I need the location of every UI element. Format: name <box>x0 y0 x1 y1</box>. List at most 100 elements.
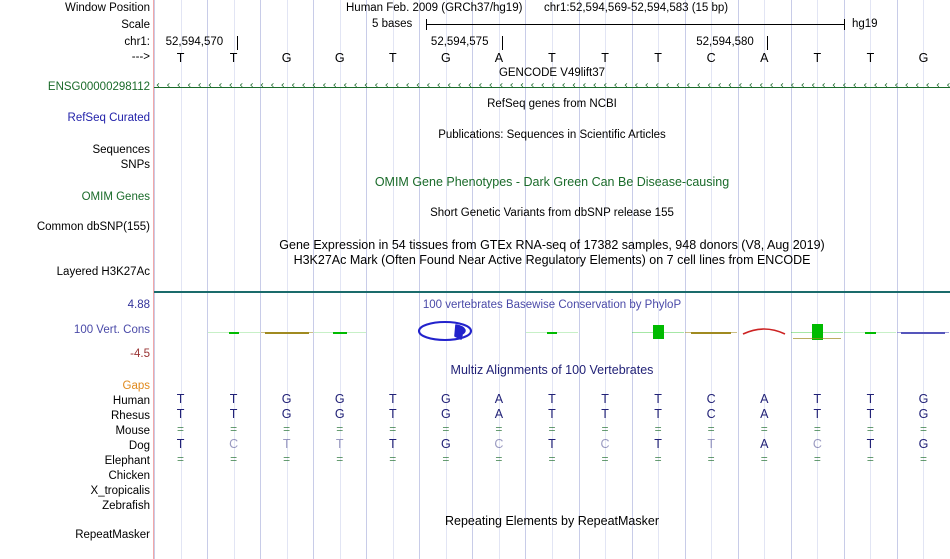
coordinate-ruler: 52,594,570 52,594,575 52,594,580 <box>154 36 950 52</box>
strand-chevron-icon: ‹ <box>530 80 535 91</box>
strand-chevron-icon: ‹ <box>800 80 805 91</box>
label-snps[interactable]: SNPs <box>120 159 150 171</box>
alignment-base: T <box>813 392 822 406</box>
alignment-base: A <box>760 392 769 406</box>
alignment-row[interactable]: = = = = = = = = = = = = = = = <box>154 422 950 436</box>
conservation-bar <box>652 325 664 339</box>
strand-chevron-icon: ‹ <box>270 80 275 91</box>
alignment-base: = <box>707 422 715 436</box>
publications-track-title[interactable]: Publications: Sequences in Scientific Ar… <box>438 129 666 141</box>
label-gencode-gene[interactable]: ENSG00000298112 <box>47 81 150 93</box>
label-strand: ---> <box>131 51 150 63</box>
label-layered-h3k27ac[interactable]: Layered H3K27Ac <box>56 266 150 278</box>
alignment-row[interactable] <box>154 497 950 511</box>
alignment-row[interactable]: = = = = = = = = = = = = = = = <box>154 452 950 466</box>
strand-chevron-icon: ‹ <box>280 80 285 91</box>
label-species-x-tropicalis[interactable]: X_tropicalis <box>90 485 150 497</box>
strand-chevron-icon: ‹ <box>904 80 909 91</box>
label-refseq[interactable]: RefSeq Curated <box>67 112 150 124</box>
reference-base: G <box>918 51 929 65</box>
strand-chevron-icon: ‹ <box>717 80 722 91</box>
conservation-track-separator <box>154 291 950 293</box>
track-label-gutter: Window Position Scale chr1: ---> ENSG000… <box>0 0 154 559</box>
track-data-panel[interactable]: Human Feb. 2009 (GRCh37/hg19) chr1:52,59… <box>154 0 950 559</box>
strand-chevron-icon: ‹ <box>551 80 556 91</box>
alignment-base: T <box>176 407 185 421</box>
strand-chevron-icon: ‹ <box>197 80 202 91</box>
strand-chevron-icon: ‹ <box>863 80 868 91</box>
strand-chevron-icon: ‹ <box>655 80 660 91</box>
label-species-dog[interactable]: Dog <box>128 440 150 452</box>
label-sequences[interactable]: Sequences <box>92 144 150 156</box>
conservation-mark <box>691 332 732 334</box>
conservation-plot[interactable] <box>154 310 950 354</box>
reference-base: T <box>229 51 238 65</box>
alignment-base: G <box>334 392 345 406</box>
alignment-base: T <box>707 437 715 451</box>
position-range: chr1:52,594,569-52,594,583 (15 bp) <box>544 2 729 14</box>
alignment-base: T <box>176 437 185 451</box>
alignment-base: C <box>229 437 239 451</box>
dbsnp-track-title[interactable]: Short Genetic Variants from dbSNP releas… <box>430 207 674 219</box>
strand-chevron-icon: ‹ <box>540 80 545 91</box>
repeatmasker-track-title[interactable]: Repeating Elements by RepeatMasker <box>444 514 659 528</box>
label-chrom: chr1: <box>124 36 150 48</box>
label-gaps[interactable]: Gaps <box>122 380 151 392</box>
strand-chevron-icon: ‹ <box>488 80 493 91</box>
conservation-track-title[interactable]: 100 vertebrates Basewise Conservation by… <box>422 299 682 311</box>
gtex-track-title[interactable]: Gene Expression in 54 tissues from GTEx … <box>279 238 825 252</box>
label-species-chicken[interactable]: Chicken <box>108 470 150 482</box>
strand-chevron-icon: ‹ <box>873 80 878 91</box>
strand-chevron-icon: ‹ <box>676 80 680 91</box>
alignment-base: T <box>866 407 875 421</box>
h3k27ac-track-title[interactable]: H3K27Ac Mark (Often Found Near Active Re… <box>293 253 811 267</box>
gencode-track-title[interactable]: GENCODE V49lift37 <box>498 67 606 79</box>
label-species-zebrafish[interactable]: Zebrafish <box>102 500 150 512</box>
strand-chevron-icon: ‹ <box>426 80 431 91</box>
strand-chevron-icon: ‹ <box>707 80 712 91</box>
label-common-dbsnp[interactable]: Common dbSNP(155) <box>36 221 150 233</box>
alignment-base: T <box>654 392 662 406</box>
alignment-base: T <box>388 437 397 451</box>
alignment-base: = <box>389 422 397 436</box>
gencode-gene-line[interactable] <box>154 87 950 88</box>
label-species-elephant[interactable]: Elephant <box>104 455 150 467</box>
label-window-position: Window Position <box>64 2 150 14</box>
label-repeatmasker[interactable]: RepeatMasker <box>75 529 150 541</box>
label-100-vert-cons[interactable]: 100 Vert. Cons <box>73 324 150 336</box>
alignment-base: T <box>548 407 556 421</box>
strand-chevron-icon: ‹ <box>603 80 608 91</box>
alignment-base: = <box>654 452 662 466</box>
strand-chevron-icon: ‹ <box>613 80 618 91</box>
label-species-human[interactable]: Human <box>112 395 150 407</box>
strand-chevron-icon: ‹ <box>364 80 368 91</box>
multiz-track-title[interactable]: Multiz Alignments of 100 Vertebrates <box>450 363 654 377</box>
alignment-base: = <box>813 452 821 466</box>
refseq-track-title[interactable]: RefSeq genes from NCBI <box>487 98 617 110</box>
multiz-alignment-rows[interactable]: T T G G T G A T T T C A T T G T T G G T G A T T T C A T T G = = = = = = = = = =… <box>154 392 950 516</box>
scale-bar-right-cap <box>844 19 845 30</box>
alignment-base: = <box>442 452 450 466</box>
alignment-base: = <box>442 422 450 436</box>
alignment-row[interactable] <box>154 482 950 496</box>
strand-chevron-icon: ‹ <box>769 80 774 91</box>
strand-chevron-icon: ‹ <box>821 80 826 91</box>
alignment-base: G <box>918 407 929 421</box>
alignment-base: = <box>919 452 927 466</box>
omim-track-title[interactable]: OMIM Gene Phenotypes - Dark Green Can Be… <box>374 175 730 189</box>
alignment-base: G <box>281 407 292 421</box>
strand-chevron-icon: ‹ <box>436 80 441 91</box>
alignment-base: A <box>760 407 769 421</box>
label-omim-genes[interactable]: OMIM Genes <box>81 191 150 203</box>
reference-base: T <box>388 51 397 65</box>
alignment-base: = <box>177 452 185 466</box>
alignment-row[interactable] <box>154 467 950 481</box>
label-species-mouse[interactable]: Mouse <box>115 425 150 437</box>
strand-chevron-icon: ‹ <box>884 80 888 91</box>
conservation-mark <box>864 332 876 334</box>
label-species-rhesus[interactable]: Rhesus <box>111 410 150 422</box>
